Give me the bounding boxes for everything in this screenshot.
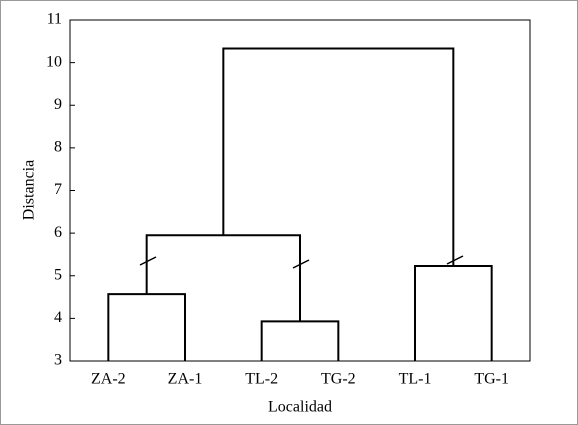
y-tick-label: 9 <box>54 96 62 113</box>
y-tick-label: 11 <box>47 11 62 28</box>
x-tick-label: ZA-2 <box>91 371 126 388</box>
x-tick-label: TL-1 <box>399 371 432 388</box>
x-tick-label: TL-2 <box>245 371 278 388</box>
y-tick-label: 6 <box>54 224 62 241</box>
dendrogram-link <box>107 293 186 361</box>
y-tick-label: 7 <box>54 181 62 198</box>
dendrogram-link <box>260 320 340 361</box>
dendrogram-link <box>222 47 455 266</box>
x-tick-label: TG-1 <box>474 371 509 388</box>
y-tick-label: 4 <box>54 309 62 326</box>
y-tick-label: 5 <box>54 266 62 283</box>
x-tick-label: ZA-1 <box>168 371 203 388</box>
x-axis-label: Localidad <box>268 399 332 416</box>
break-mark <box>139 256 157 266</box>
y-tick-label: 10 <box>46 53 62 70</box>
y-axis-label: Distancia <box>21 160 38 220</box>
y-tick-label: 8 <box>54 139 62 156</box>
y-tick-label: 3 <box>54 352 62 369</box>
break-mark <box>446 255 464 265</box>
x-tick-label: TG-2 <box>321 371 356 388</box>
